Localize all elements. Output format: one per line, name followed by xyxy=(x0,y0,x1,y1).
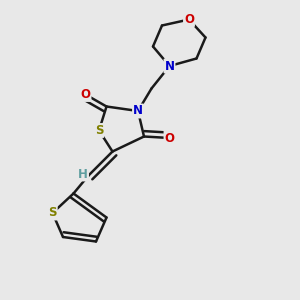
Text: S: S xyxy=(95,124,103,137)
Text: N: N xyxy=(133,104,143,118)
Text: N: N xyxy=(164,59,175,73)
Text: O: O xyxy=(80,88,91,101)
Text: H: H xyxy=(78,167,88,181)
Text: S: S xyxy=(48,206,57,220)
Text: O: O xyxy=(184,13,194,26)
Text: O: O xyxy=(164,131,175,145)
